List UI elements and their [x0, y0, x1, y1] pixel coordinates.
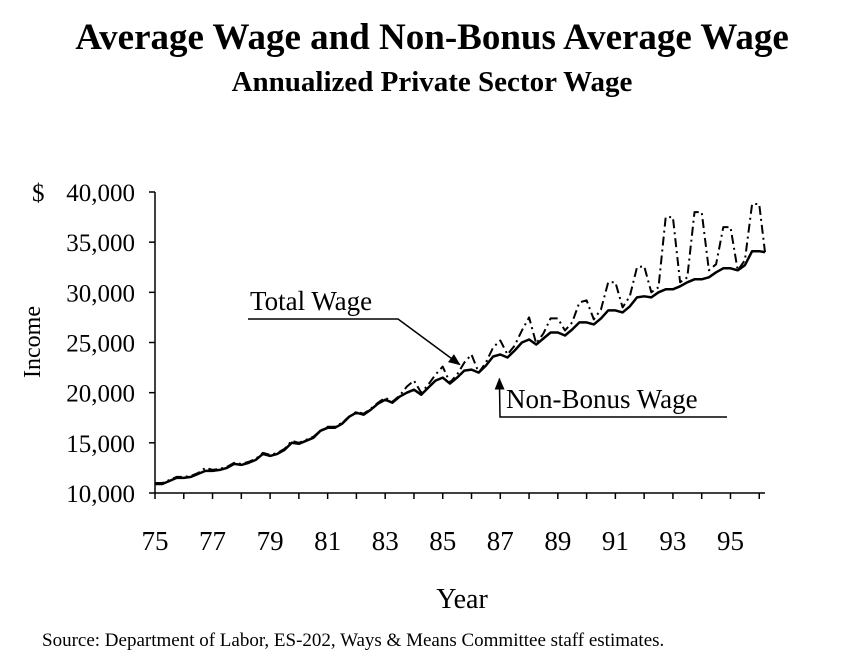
non-bonus-wage-label: Non-Bonus Wage: [506, 384, 698, 414]
x-tick-label: 81: [314, 526, 341, 556]
total-wage-line: [155, 203, 766, 484]
x-axis-label: Year: [436, 584, 488, 615]
y-tick-label: 10,000: [66, 481, 135, 508]
total-wage-arrow: [248, 318, 461, 366]
line-chart: 10,000 15,000 20,000 25,000 30,000 35,000 40,0…: [20, 180, 766, 615]
x-tick-label: 87: [487, 526, 514, 556]
total-wage-label: Total Wage: [250, 286, 372, 316]
x-tick-label: 85: [429, 526, 456, 556]
y-tick-label: 35,000: [66, 230, 135, 257]
x-tick-label: 75: [142, 526, 169, 556]
non-bonus-wage-line: [155, 249, 766, 486]
chart-subtitle: Annualized Private Sector Wage: [231, 66, 633, 98]
y-tick-label: 15,000: [66, 431, 135, 458]
chart-title: Average Wage and Non-Bonus Average Wage: [75, 17, 789, 58]
source-note: Source: Department of Labor, ES-202, Way…: [42, 630, 665, 651]
x-tick-label: 89: [544, 526, 571, 556]
non-bonus-wage-arrow: [494, 377, 727, 418]
y-tick-label: 40,000: [66, 180, 135, 207]
y-axis-label: Income: [20, 306, 46, 378]
x-tick-label: 79: [257, 526, 284, 556]
x-tick-label: 83: [372, 526, 399, 556]
x-tick-label: 95: [717, 526, 744, 556]
y-tick-label: 25,000: [66, 331, 135, 358]
x-tick-label: 91: [602, 526, 629, 556]
y-tick-label: 30,000: [66, 280, 135, 307]
x-tick-label: 93: [659, 526, 686, 556]
y-tick-label: 20,000: [66, 381, 135, 408]
y-currency-symbol: $: [32, 180, 45, 207]
x-tick-label: 77: [199, 526, 226, 556]
